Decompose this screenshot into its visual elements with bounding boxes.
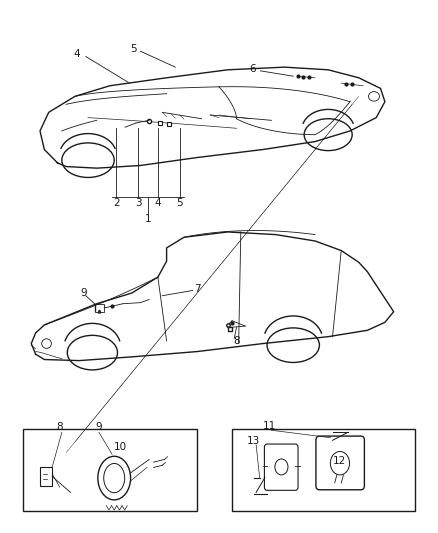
Text: 7: 7 <box>194 284 201 294</box>
Text: 13: 13 <box>247 436 260 446</box>
Text: 6: 6 <box>250 64 256 74</box>
Bar <box>232 429 416 511</box>
Text: 4: 4 <box>155 198 161 208</box>
Text: 11: 11 <box>263 421 276 431</box>
Text: 10: 10 <box>114 442 127 452</box>
Text: 5: 5 <box>131 44 137 53</box>
Text: 5: 5 <box>177 198 183 208</box>
Text: 9: 9 <box>80 288 87 298</box>
Text: 3: 3 <box>135 198 141 208</box>
Text: 4: 4 <box>74 49 81 59</box>
Text: 9: 9 <box>95 422 102 432</box>
Text: 8: 8 <box>233 336 240 346</box>
Text: 2: 2 <box>113 198 120 208</box>
Text: 12: 12 <box>332 456 346 465</box>
Text: 1: 1 <box>145 214 152 224</box>
Bar <box>22 429 197 511</box>
Text: 8: 8 <box>57 422 63 432</box>
